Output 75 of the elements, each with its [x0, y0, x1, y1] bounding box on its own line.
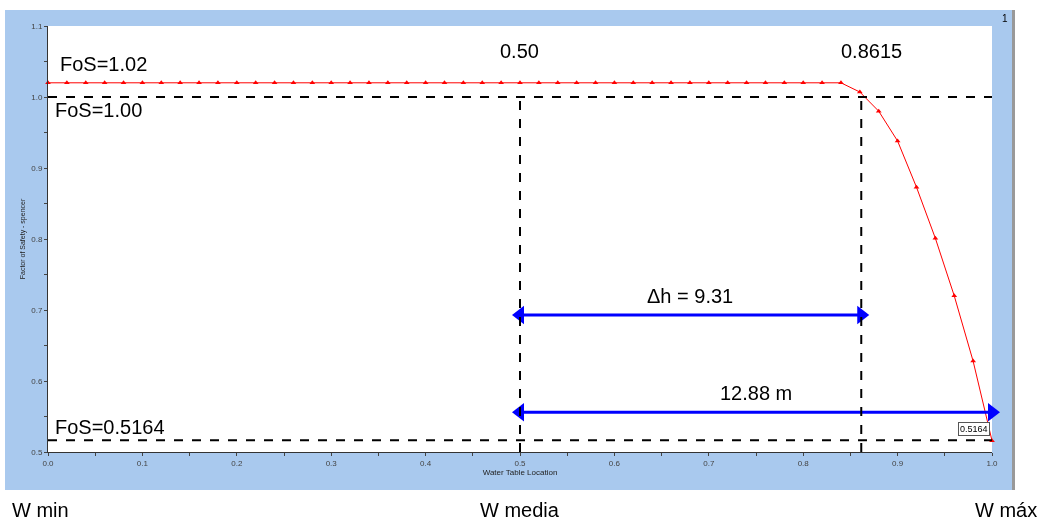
point — [535, 80, 542, 85]
point — [630, 80, 637, 85]
y-tick-label: 1.0 — [31, 92, 43, 102]
y-tick-label: 0.8 — [31, 234, 43, 244]
text: W máx — [975, 499, 1038, 521]
point — [573, 80, 580, 85]
point — [460, 80, 467, 85]
annotation: Δh = 9.31 — [647, 285, 734, 307]
point — [951, 293, 958, 298]
point — [101, 80, 108, 85]
point — [743, 80, 750, 85]
ref-line-label: FoS=1.00 — [55, 99, 143, 121]
point — [838, 80, 844, 85]
point — [554, 80, 561, 85]
text: W min — [12, 499, 69, 521]
point — [705, 80, 712, 85]
point — [177, 80, 184, 85]
point — [82, 80, 89, 85]
point — [120, 80, 127, 85]
y-tick-label: 1.1 — [31, 21, 43, 31]
x-tick-label: 0.2 — [231, 458, 243, 468]
x-tick-label: 0.4 — [420, 458, 432, 468]
y-tick-label: 0.5 — [31, 447, 43, 457]
x-tick-label: 0.5 — [514, 458, 527, 468]
point — [328, 80, 335, 85]
x-tick-label: 0.0 — [42, 458, 55, 468]
point — [403, 80, 410, 85]
point — [422, 80, 429, 85]
point — [384, 80, 391, 85]
point — [932, 235, 939, 240]
point — [233, 80, 240, 85]
x-tick-label: 0.3 — [325, 458, 338, 468]
x-axis-title: Water Table Location — [482, 467, 558, 477]
point — [762, 80, 769, 85]
x-tick-label: 1.0 — [986, 458, 999, 468]
x-tick-label: 0.9 — [892, 458, 904, 468]
point — [724, 80, 731, 85]
point — [196, 80, 202, 85]
point — [252, 80, 259, 85]
ref-line-label: 0.8615 — [841, 40, 903, 62]
point — [441, 80, 448, 85]
annotation: 12.88 m — [720, 382, 793, 404]
point — [687, 80, 693, 85]
ref-line-label: 0.50 — [500, 40, 539, 62]
point — [309, 80, 316, 85]
ref-line-label: FoS=0.5164 — [55, 416, 165, 438]
point — [800, 80, 807, 85]
point — [290, 80, 297, 85]
point — [479, 80, 486, 85]
point — [498, 80, 505, 85]
point — [158, 80, 165, 85]
point — [819, 80, 825, 85]
y-tick-label: 0.9 — [31, 163, 43, 173]
point — [366, 80, 372, 85]
point — [781, 80, 788, 85]
point — [63, 80, 70, 85]
point — [668, 80, 674, 85]
x-tick-label: 0.7 — [703, 458, 715, 468]
point — [649, 80, 656, 85]
annotation: FoS=1.02 — [60, 53, 148, 75]
point — [517, 80, 523, 85]
point — [271, 80, 278, 85]
y-tick-label: 0.6 — [31, 376, 43, 386]
point — [139, 80, 146, 85]
x-tick-label: 0.1 — [136, 458, 149, 468]
y-tick-label: 0.7 — [31, 305, 43, 315]
point — [347, 80, 353, 85]
point — [215, 80, 221, 85]
text: W media — [480, 499, 560, 521]
text: 1 — [1002, 13, 1008, 24]
point — [611, 80, 618, 85]
point — [592, 80, 599, 85]
annotation: 0.5164 — [960, 424, 988, 434]
x-tick-label: 0.6 — [608, 458, 621, 468]
x-tick-label: 0.8 — [797, 458, 810, 468]
